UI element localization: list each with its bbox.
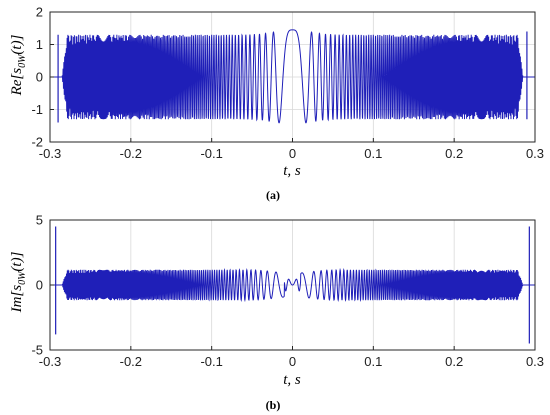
- panel-a-label: (a): [266, 188, 280, 202]
- xtick-label-1: -0.2: [120, 146, 142, 161]
- panel-b-label: (b): [266, 398, 281, 412]
- panel-a-signal-line: [61, 29, 524, 124]
- xtick-label-5: 0.2: [445, 354, 463, 369]
- xtick-label-2: -0.1: [200, 354, 222, 369]
- xtick-label-2: -0.1: [200, 146, 222, 161]
- xtick-label-3: 0: [289, 354, 296, 369]
- panel-b-ticks: -0.3 -0.2 -0.1 0 0.1 0.2 0.3 -5 0 5: [31, 213, 544, 370]
- panel-b-signal-line: [61, 267, 524, 303]
- ytick-label-0: -2: [31, 135, 43, 150]
- panel-b-ylabel: Im[s0W(t)]: [9, 251, 28, 313]
- xtick-label-4: 0.1: [364, 354, 382, 369]
- xtick-label-0: -0.3: [39, 354, 61, 369]
- xtick-label-6: 0.3: [526, 146, 544, 161]
- xtick-label-4: 0.1: [364, 146, 382, 161]
- ytick-label-2: 5: [36, 213, 43, 228]
- xtick-label-3: 0: [289, 146, 296, 161]
- panel-b: -0.3 -0.2 -0.1 0 0.1 0.2 0.3 -5 0 5 t, s Im[s0W(t…: [9, 213, 544, 413]
- ytick-label-0: -5: [31, 343, 43, 358]
- panel-b-xlabel: t, s: [283, 372, 301, 388]
- panel-a-xlabel: t, s: [283, 163, 301, 179]
- xtick-label-6: 0.3: [526, 354, 544, 369]
- ytick-label-1: -1: [31, 102, 43, 117]
- panel-a-ticks: -0.3 -0.2 -0.1 0 0.1 0.2 0.3 -2 -1 0 1 2: [31, 5, 544, 162]
- ytick-label-2: 0: [36, 70, 43, 85]
- xtick-label-0: -0.3: [39, 146, 61, 161]
- ytick-label-1: 0: [36, 278, 43, 293]
- panel-a: -0.3 -0.2 -0.1 0 0.1 0.2 0.3 -2 -1 0 1 2 t, s Re[s0…: [9, 5, 544, 203]
- panel-a-ylabel: Re[s0W(t)]: [9, 34, 28, 96]
- ytick-label-4: 2: [36, 5, 43, 20]
- xtick-label-1: -0.2: [120, 354, 142, 369]
- ytick-label-3: 1: [36, 37, 43, 52]
- xtick-label-5: 0.2: [445, 146, 463, 161]
